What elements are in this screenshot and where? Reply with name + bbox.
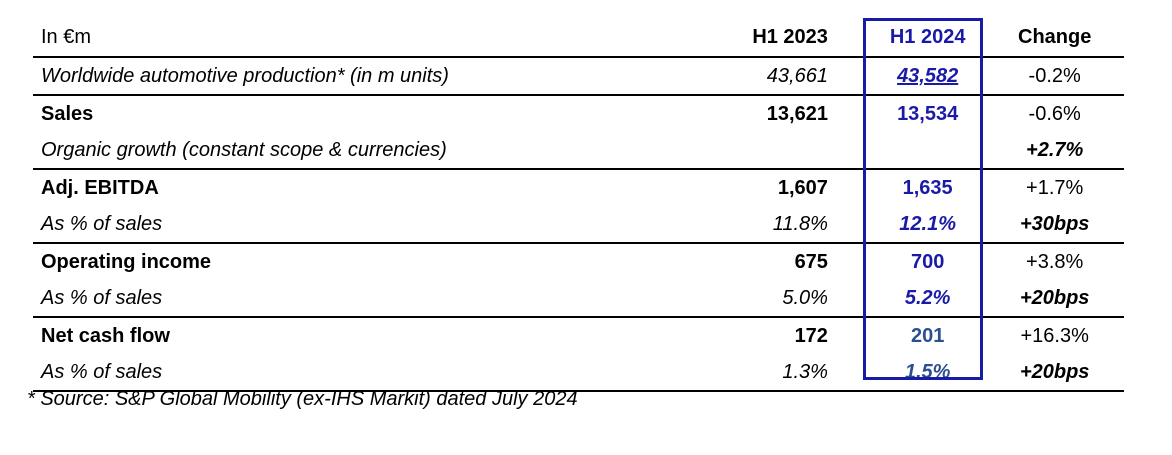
header-h1-2024: H1 2024	[889, 25, 966, 48]
cell-h1-2024: 700	[869, 242, 986, 280]
cell-change: +3.8%	[985, 242, 1124, 280]
cell-change: +16.3%	[985, 316, 1124, 354]
cell-change: +1.7%	[985, 168, 1124, 206]
row-label: Organic growth (constant scope & currenc…	[41, 138, 447, 161]
row-label: Operating income	[33, 242, 702, 280]
table-header-row: In €m H1 2023 H1 2024 Change	[33, 18, 1124, 57]
cell-h1-2023: 675	[701, 242, 870, 280]
financial-summary-table: In €m H1 2023 H1 2024 Change Worldwide a…	[33, 18, 1124, 392]
cell-h1-2024: 201	[869, 316, 986, 354]
row-label: As % of sales	[41, 212, 163, 235]
cell-h1-2023: 43,661	[701, 56, 870, 95]
cell-change: -0.6%	[985, 94, 1124, 132]
row-label: Net cash flow	[33, 316, 702, 354]
source-footnote: * Source: S&P Global Mobility (ex-IHS Ma…	[27, 388, 578, 410]
row-label: As % of sales	[33, 354, 702, 392]
table-row: As % of sales 1.3% 1.5% +20bps	[33, 354, 1124, 392]
cell-h1-2023: 1,607	[701, 168, 870, 206]
cell-h1-2024: 13,534	[869, 94, 986, 132]
row-label: Adj. EBITDA	[33, 168, 702, 206]
cell-h1-2024: 1,635	[869, 168, 986, 206]
cell-change: +2.7%	[1026, 138, 1084, 161]
table-row: Operating income 675 700 +3.8%	[33, 242, 1124, 280]
cell-h1-2024: 43,582	[869, 56, 986, 95]
row-label: As % of sales	[41, 286, 163, 309]
cell-change: +20bps	[1019, 286, 1090, 309]
cell-h1-2023: 1.3%	[701, 354, 870, 392]
table-row: As % of sales 11.8% 12.1% +30bps	[33, 206, 1124, 243]
cell-h1-2023: 5.0%	[782, 286, 828, 309]
table-row: Sales 13,621 13,534 -0.6%	[33, 94, 1124, 132]
cell-h1-2024: 1.5%	[869, 354, 986, 392]
cell-h1-2023: 11.8%	[772, 212, 828, 235]
cell-change: -0.2%	[985, 56, 1124, 95]
header-change: Change	[1018, 25, 1092, 48]
cell-change: +20bps	[985, 354, 1124, 392]
table-row: Adj. EBITDA 1,607 1,635 +1.7%	[33, 168, 1124, 206]
table-row: As % of sales 5.0% 5.2% +20bps	[33, 280, 1124, 317]
row-label: Sales	[33, 94, 702, 132]
cell-h1-2023	[701, 132, 870, 169]
cell-change: +30bps	[1019, 212, 1090, 235]
unit-label: In €m	[41, 25, 92, 48]
row-label: Worldwide automotive production* (in m u…	[33, 56, 702, 95]
cell-h1-2024: 12.1%	[899, 212, 956, 235]
table-row: Organic growth (constant scope & currenc…	[33, 132, 1124, 169]
cell-h1-2023: 13,621	[701, 94, 870, 132]
table-row: Net cash flow 172 201 +16.3%	[33, 316, 1124, 354]
cell-h1-2023: 172	[701, 316, 870, 354]
table-row: Worldwide automotive production* (in m u…	[33, 56, 1124, 95]
cell-h1-2024: 5.2%	[904, 286, 951, 309]
cell-h1-2024	[870, 132, 985, 169]
header-h1-2023: H1 2023	[752, 25, 828, 48]
